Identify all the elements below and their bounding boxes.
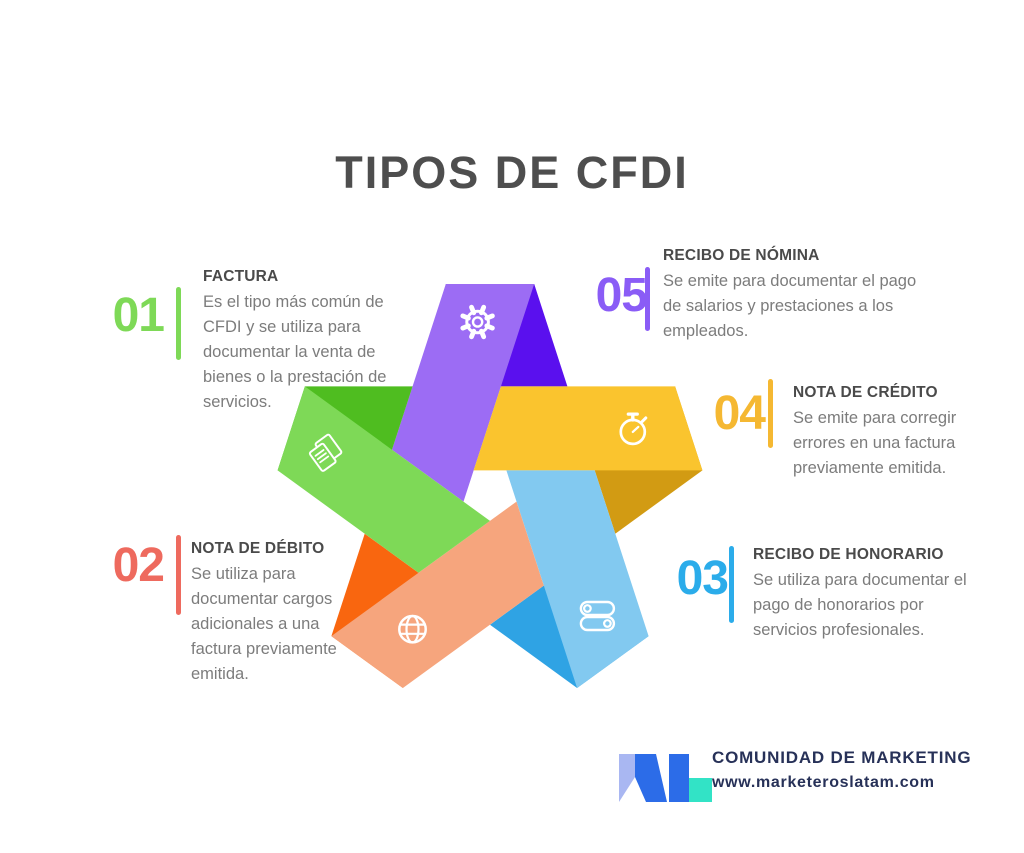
stopwatch-icon	[619, 412, 648, 446]
toggles-icon	[579, 600, 616, 632]
item-number: 03	[676, 552, 729, 605]
document-icon	[308, 433, 343, 472]
item-accent-bar	[768, 379, 773, 448]
item-title: FACTURA	[203, 268, 279, 285]
item-accent-bar	[645, 267, 650, 331]
ribbon-blue-strip	[506, 470, 649, 688]
item-description: Se utiliza para documentar el pago de ho…	[753, 571, 967, 639]
item-title: NOTA DE DÉBITO	[191, 540, 325, 557]
page-title: TIPOS DE CFDI	[335, 147, 689, 198]
brand-name: COMUNIDAD DE MARKETING	[712, 748, 972, 767]
logo-l-bar-shape	[669, 754, 689, 802]
logo-m-right-shape	[635, 754, 667, 802]
ribbon-green-strip	[277, 386, 490, 573]
item-number: 02	[112, 539, 165, 592]
website-url: www.marketeroslatam.com	[712, 774, 935, 791]
item-accent-bar	[729, 546, 734, 623]
item-number: 05	[595, 269, 648, 322]
item-title: RECIBO DE HONORARIO	[753, 546, 944, 563]
item-accent-bar	[176, 287, 181, 360]
item-description: Se emite para corregir errores en una fa…	[793, 409, 957, 477]
item-description: Se emite para documentar el pago de sala…	[663, 272, 917, 340]
item-description: Se utiliza para documentar cargos adicio…	[191, 565, 337, 683]
ribbon-orange-strip	[331, 501, 544, 688]
globe-icon	[398, 614, 427, 644]
item-number: 01	[112, 289, 165, 342]
logo-m-left-shape	[619, 754, 635, 802]
item-title: NOTA DE CRÉDITO	[793, 384, 938, 401]
item-number: 04	[713, 387, 766, 440]
logo-teal-square	[689, 778, 712, 802]
item-title: RECIBO DE NÓMINA	[663, 247, 820, 264]
ribbon-purple-strip	[392, 284, 535, 502]
brand-logo	[619, 754, 712, 802]
item-accent-bar	[176, 535, 181, 615]
gear-icon	[460, 304, 495, 340]
ribbon-yellow-strip	[473, 386, 703, 471]
item-description: Es el tipo más común de CFDI y se utiliz…	[203, 293, 387, 411]
